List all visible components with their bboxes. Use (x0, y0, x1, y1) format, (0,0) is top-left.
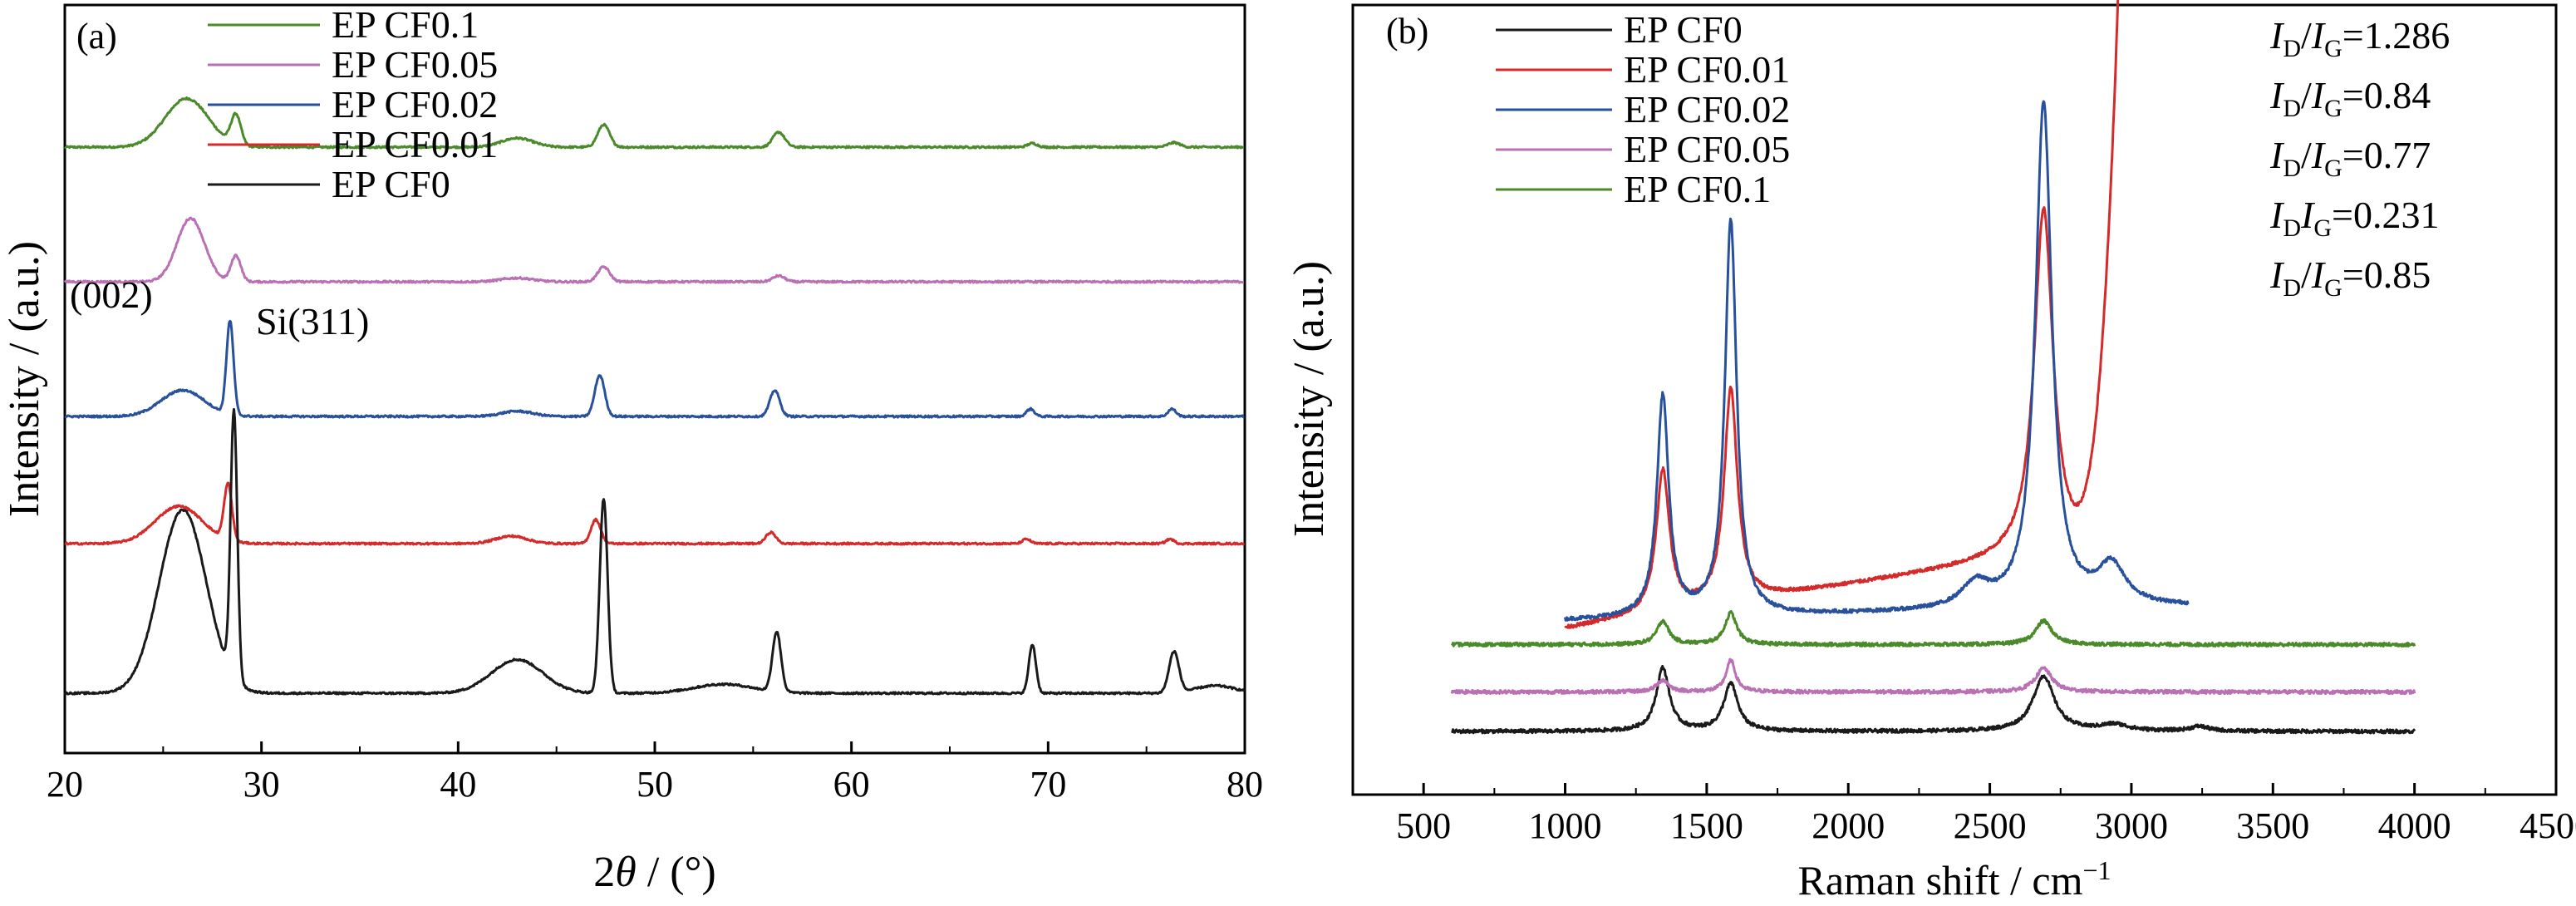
a-legend-label: EP CF0.1 (332, 3, 479, 46)
panel-b-label: (b) (1386, 11, 1428, 52)
b-series-line-3 (1450, 657, 2416, 696)
b-x-tick-label: 3500 (2236, 805, 2309, 846)
b-legend-label: EP CF0.02 (1624, 88, 1790, 130)
panel-b-x-ticks: 500 1000 1500 2000 2500 3000 3500 4000 4500 (1396, 783, 2576, 846)
b-series-line-1 (1564, 0, 2120, 629)
b-series-line-2 (1564, 100, 2190, 622)
panel-b-frame (1351, 3, 2558, 796)
panel-b-id-ig-ratio: IDIG=0.231 (2269, 194, 2439, 242)
b-series-line-4 (1451, 609, 2416, 647)
a-legend-label: EP CF0 (332, 163, 450, 205)
panel-a-frame (63, 3, 1246, 755)
b-legend-label: EP CF0 (1624, 8, 1743, 51)
panel-a-x-ticks: 20 30 40 50 60 70 80 (47, 741, 1263, 805)
b-x-tick-label: 1000 (1529, 805, 1602, 846)
panel-a-peak-annotation: (002) (70, 273, 153, 316)
b-x-tick-label: 4500 (2519, 805, 2576, 846)
a-legend-label: EP CF0.01 (332, 123, 498, 165)
b-legend-label: EP CF0.1 (1624, 168, 1771, 210)
a-x-tick-label: 60 (833, 764, 870, 805)
panel-b-y-axis-title: Intensity / (a.u.) (1286, 261, 1333, 537)
panel-b-id-ig-ratio: ID/IG=1.286 (2269, 14, 2450, 62)
panel-a-label: (a) (76, 16, 117, 57)
b-legend-label: EP CF0.05 (1624, 128, 1790, 170)
a-x-tick-label: 70 (1030, 764, 1066, 805)
a-x-tick-label: 30 (243, 764, 280, 805)
a-x-tick-label: 20 (47, 764, 83, 805)
a-x-tick-label: 40 (440, 764, 476, 805)
panel-b-id-ig-ratio: ID/IG=0.85 (2269, 254, 2431, 302)
a-series-line-1 (63, 216, 1245, 284)
panel-b-x-axis-title: Raman shift / cm−1 (1797, 855, 2111, 904)
b-x-tick-label: 3000 (2095, 805, 2168, 846)
panel-b-traces (1450, 0, 2416, 735)
panel-a-annotations: (002) Si(311) (70, 273, 369, 342)
b-x-tick-label: 2000 (1812, 805, 1885, 846)
panel-b-id-ig-ratio: ID/IG=0.84 (2269, 74, 2431, 122)
a-series-line-0 (64, 96, 1245, 150)
panel-a-x-axis-title: 2θ / (°) (593, 849, 715, 896)
panel-b-ratio-annotations: ID/IG=1.286 ID/IG=0.84 ID/IG=0.77 IDIG=0.23… (2269, 14, 2450, 302)
a-x-tick-label: 50 (637, 764, 673, 805)
a-series-line-3 (64, 481, 1246, 546)
b-x-tick-label: 1500 (1670, 805, 1743, 846)
a-legend-label: EP CF0.05 (332, 43, 498, 86)
panel-b-id-ig-ratio: ID/IG=0.77 (2269, 134, 2431, 182)
b-x-tick-label: 4000 (2378, 805, 2451, 846)
b-legend-label: EP CF0.01 (1624, 48, 1790, 91)
panel-a-y-axis-title: Intensity / (a.u.) (1, 241, 48, 517)
b-x-tick-label: 500 (1396, 805, 1451, 846)
a-legend-label: EP CF0.02 (332, 83, 498, 126)
a-series-line-2 (64, 319, 1245, 419)
a-series-line-4 (63, 407, 1246, 696)
a-x-tick-label: 80 (1227, 764, 1263, 805)
panel-b: 500 1000 1500 2000 2500 3000 3500 4000 4500 EP C… (1286, 0, 2576, 904)
b-series-line-0 (1451, 664, 2416, 735)
panel-a-peak-annotation: Si(311) (256, 300, 369, 342)
b-x-tick-label: 2500 (1954, 805, 2027, 846)
panel-a-traces (63, 96, 1246, 696)
